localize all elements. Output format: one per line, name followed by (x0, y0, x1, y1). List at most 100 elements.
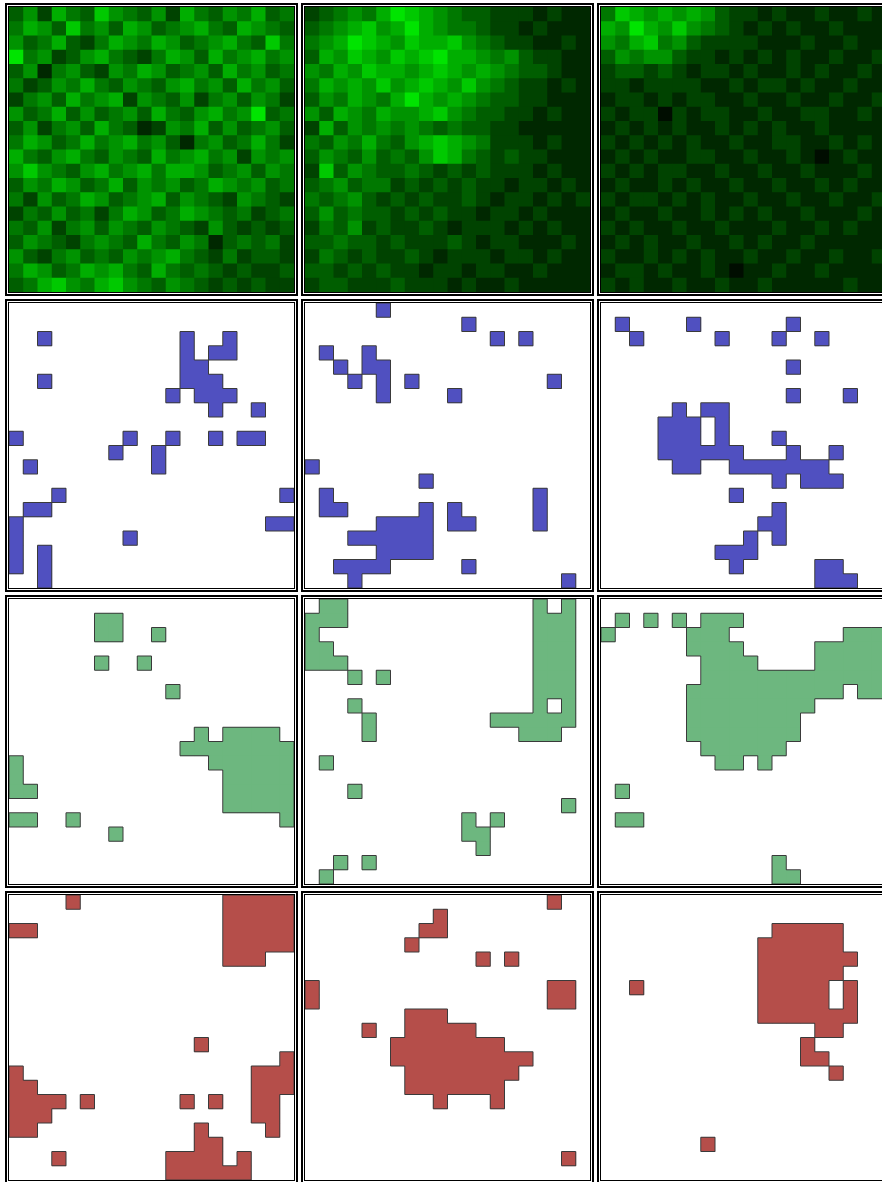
heatmap-cell (419, 7, 434, 22)
heatmap-cell (800, 78, 816, 93)
heatmap-cell (601, 106, 616, 122)
heatmap-cell (461, 206, 477, 222)
heatmap-cell (575, 49, 591, 65)
mask-cell (561, 599, 577, 614)
heatmap-cell (772, 135, 787, 150)
heatmap-cell (108, 277, 124, 293)
heatmap-cell (814, 21, 830, 36)
heatmap-cell (615, 78, 630, 93)
heatmap-cell (80, 92, 95, 108)
heatmap-cell (843, 249, 858, 264)
heatmap-cell (729, 78, 744, 93)
heatmap-cell (37, 121, 53, 136)
mask-cell (490, 331, 505, 347)
mask-cell (376, 670, 391, 685)
heatmap-cell (347, 64, 363, 79)
mask-cell (786, 952, 801, 967)
heatmap-cell (37, 263, 53, 279)
heatmap-cell (362, 206, 377, 222)
heatmap-cell (123, 106, 138, 122)
heatmap-cell (857, 192, 873, 207)
heatmap-cell (279, 163, 295, 179)
mask-cell (404, 1051, 420, 1067)
heatmap-cell (700, 49, 716, 65)
heatmap-cell (265, 49, 281, 65)
heatmap-cell (37, 192, 53, 207)
heatmap-cell (137, 149, 152, 165)
heatmap-cell (376, 92, 391, 108)
mask-cell (829, 684, 844, 700)
heatmap-cell (786, 249, 801, 264)
mask-cell (686, 445, 702, 461)
mask-cell (265, 1108, 281, 1124)
mask-cell (404, 937, 420, 953)
mask-cell (729, 713, 744, 728)
heatmap-cell (108, 35, 124, 51)
heatmap-cell (757, 49, 773, 65)
heatmap-cell (814, 263, 830, 279)
heatmap-cell (743, 206, 759, 222)
mask-cell (757, 684, 773, 700)
heatmap-cell (94, 35, 110, 51)
heatmap-cell (305, 192, 320, 207)
heatmap-cell (490, 49, 505, 65)
heatmap-cell (251, 35, 266, 51)
mask-cell (9, 1108, 24, 1124)
heatmap-cell (390, 35, 406, 51)
mask-cell (686, 641, 702, 657)
heatmap-cell (786, 78, 801, 93)
mask-cell (829, 1009, 844, 1024)
heatmap-cell (433, 263, 448, 279)
mask-cell (547, 374, 562, 389)
heatmap-cell (561, 149, 577, 165)
mask-cell (814, 937, 830, 953)
heatmap-cell (151, 135, 167, 150)
heatmap-cell (279, 35, 295, 51)
heatmap-cell (757, 106, 773, 122)
heatmap-cell (237, 35, 252, 51)
heatmap-cell (362, 7, 377, 22)
heatmap-cell (347, 106, 363, 122)
heatmap-cell (305, 263, 320, 279)
heatmap-cell (786, 235, 801, 250)
heatmap-cell (433, 7, 448, 22)
heatmap-cell (165, 64, 181, 79)
heatmap-cell (490, 21, 505, 36)
mask-cell (305, 641, 320, 657)
mask-cell (857, 627, 873, 643)
heatmap-cell (700, 35, 716, 51)
heatmap-cell (772, 35, 787, 51)
mask-cell (814, 1023, 830, 1038)
mask-cell (347, 698, 363, 714)
heatmap-cell (108, 249, 124, 264)
heatmap-cell (251, 78, 266, 93)
mask-cell (9, 1094, 24, 1110)
heatmap-cell (561, 121, 577, 136)
heatmap-cell (447, 178, 463, 193)
heatmap-cell (814, 206, 830, 222)
heatmap-cell (222, 35, 238, 51)
mask-cell (476, 841, 491, 856)
heatmap-cell (347, 235, 363, 250)
heatmap-cell (743, 7, 759, 22)
heatmap-cell (433, 135, 448, 150)
heatmap-cell (561, 49, 577, 65)
heatmap-cell (686, 64, 702, 79)
heatmap-cell (80, 277, 95, 293)
heatmap-cell (433, 206, 448, 222)
mask-cell (800, 980, 816, 996)
mask-cell (461, 1066, 477, 1081)
mask-cell (265, 1094, 281, 1110)
heatmap-cell (362, 149, 377, 165)
mask-cell (615, 784, 630, 799)
heatmap-cell (319, 235, 334, 250)
heatmap-cell (575, 178, 591, 193)
heatmap-cell (729, 163, 744, 179)
mask-cell (333, 599, 349, 614)
heatmap-cell (265, 135, 281, 150)
heatmap-cell (108, 106, 124, 122)
mask-cell (461, 827, 477, 842)
heatmap-cell (390, 249, 406, 264)
heatmap-cell (800, 135, 816, 150)
mask-cell (729, 613, 744, 628)
